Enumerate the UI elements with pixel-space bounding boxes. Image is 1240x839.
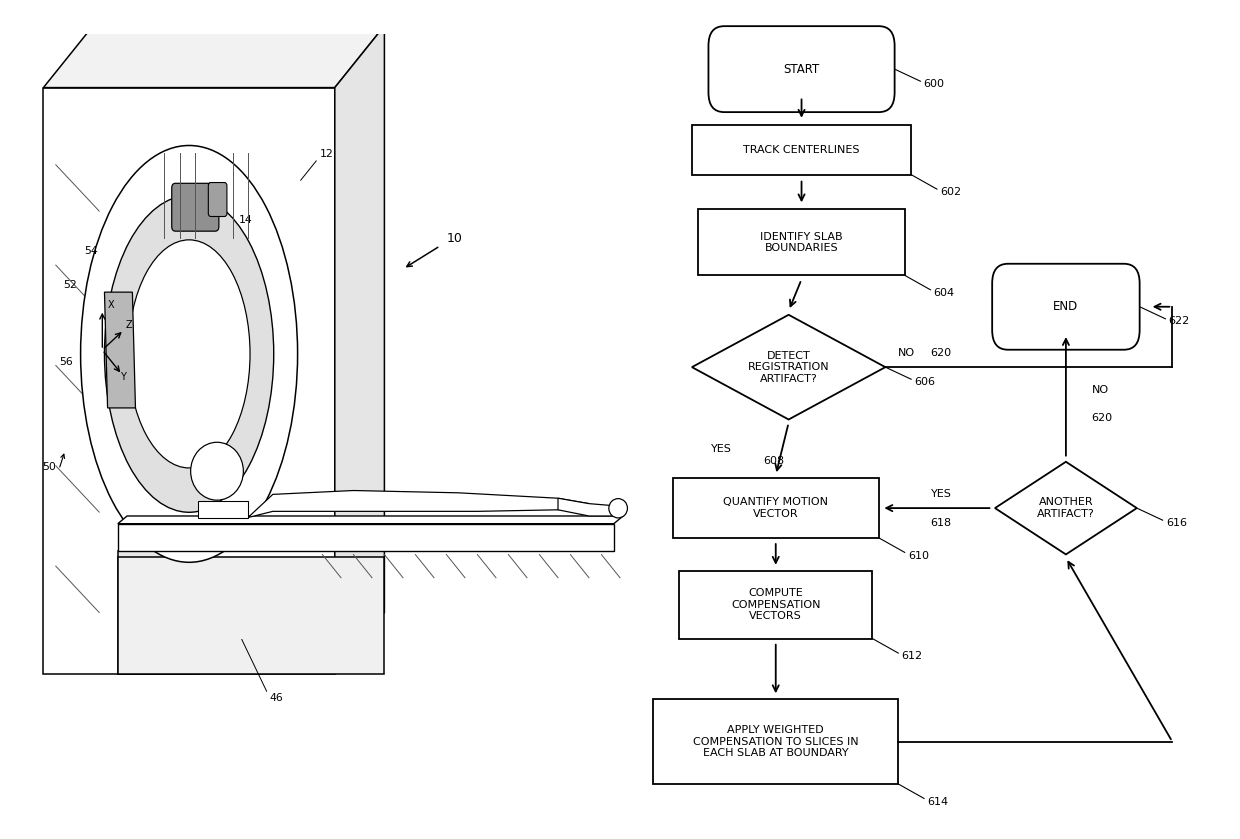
Text: 10: 10 [446, 232, 463, 245]
Polygon shape [558, 498, 618, 516]
Text: START: START [784, 63, 820, 76]
Text: 50: 50 [42, 461, 56, 472]
Text: 24: 24 [215, 268, 228, 279]
Bar [698, 209, 905, 275]
FancyBboxPatch shape [708, 26, 894, 112]
Polygon shape [994, 461, 1137, 555]
Text: 54: 54 [84, 246, 98, 256]
Text: DETECT
REGISTRATION
ARTIFACT?: DETECT REGISTRATION ARTIFACT? [748, 351, 830, 383]
FancyBboxPatch shape [208, 183, 227, 216]
Bar [653, 700, 898, 784]
Text: Z: Z [125, 320, 133, 330]
Polygon shape [692, 315, 885, 420]
Ellipse shape [128, 240, 250, 468]
Text: 608: 608 [763, 456, 784, 466]
Bar [692, 125, 911, 175]
Bar [672, 478, 879, 538]
Text: 604: 604 [934, 288, 955, 298]
Text: 612: 612 [901, 651, 923, 661]
Text: 12: 12 [319, 149, 334, 159]
Text: Y: Y [120, 373, 126, 383]
Ellipse shape [104, 195, 274, 513]
Text: 52: 52 [63, 280, 77, 290]
Text: IDENTIFY SLAB
BOUNDARIES: IDENTIFY SLAB BOUNDARIES [760, 232, 843, 253]
Text: COMPUTE
COMPENSATION
VECTORS: COMPUTE COMPENSATION VECTORS [732, 588, 821, 622]
Polygon shape [118, 557, 384, 675]
Ellipse shape [81, 145, 298, 562]
Text: 602: 602 [940, 187, 961, 197]
FancyBboxPatch shape [992, 263, 1140, 350]
Text: NO: NO [1091, 385, 1109, 395]
Text: YES: YES [930, 488, 951, 498]
Text: 606: 606 [914, 377, 935, 387]
Text: 620: 620 [1091, 413, 1112, 423]
Polygon shape [198, 501, 248, 518]
Text: YES: YES [712, 444, 732, 454]
Text: 620: 620 [930, 347, 951, 357]
Text: 622: 622 [1168, 316, 1190, 326]
Polygon shape [118, 516, 624, 524]
Text: 616: 616 [1166, 518, 1187, 528]
Polygon shape [118, 550, 198, 675]
Text: 600: 600 [924, 79, 945, 89]
Text: 18: 18 [139, 319, 154, 329]
Bar [680, 571, 873, 638]
Text: END: END [1053, 300, 1079, 313]
Polygon shape [335, 26, 384, 675]
Text: 614: 614 [928, 797, 949, 806]
Polygon shape [248, 491, 589, 518]
Polygon shape [118, 524, 614, 550]
Text: ANOTHER
ARTIFACT?: ANOTHER ARTIFACT? [1037, 498, 1095, 519]
Text: 22: 22 [151, 253, 166, 263]
Text: 46: 46 [270, 693, 284, 703]
Text: X: X [108, 300, 114, 310]
Text: 48: 48 [192, 207, 206, 217]
Polygon shape [43, 26, 384, 87]
Text: 610: 610 [908, 550, 929, 560]
Text: 56: 56 [60, 357, 73, 367]
FancyBboxPatch shape [171, 183, 219, 232]
Text: 618: 618 [930, 518, 951, 528]
Text: TRACK CENTERLINES: TRACK CENTERLINES [743, 144, 859, 154]
Ellipse shape [609, 498, 627, 518]
Text: APPLY WEIGHTED
COMPENSATION TO SLICES IN
EACH SLAB AT BOUNDARY: APPLY WEIGHTED COMPENSATION TO SLICES IN… [693, 725, 858, 758]
Text: NO: NO [898, 347, 915, 357]
Text: 14: 14 [238, 215, 253, 225]
Text: QUANTIFY MOTION
VECTOR: QUANTIFY MOTION VECTOR [723, 498, 828, 519]
Polygon shape [104, 292, 135, 408]
Polygon shape [43, 87, 335, 675]
Ellipse shape [191, 442, 243, 500]
